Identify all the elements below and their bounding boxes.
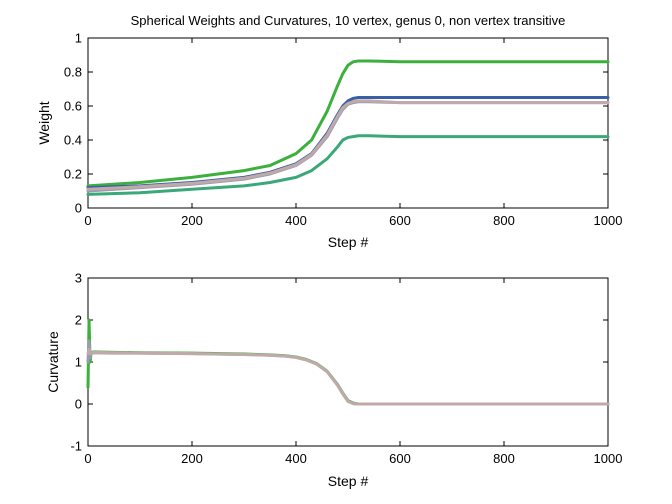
weight-x-tick-label: 200 — [181, 213, 203, 228]
weight-y-tick-label: 0.4 — [64, 133, 82, 148]
weight-x-tick-label: 600 — [389, 213, 411, 228]
weight-x-tick-label: 800 — [493, 213, 515, 228]
curvature-x-tick-label: 200 — [181, 451, 203, 466]
weight-series-line-1 — [86, 59, 610, 188]
weight-series-line-4 — [86, 99, 610, 191]
curvature-y-axis-label: Curvature — [45, 331, 61, 393]
curvature-x-tick-label: 400 — [285, 451, 307, 466]
curvature-x-tick-label: 800 — [493, 451, 515, 466]
curvature-x-axis-label: Step # — [328, 473, 369, 489]
curvature-series-line-3 — [86, 347, 610, 406]
weight-y-tick-label: 0.8 — [64, 65, 82, 80]
weight-y-tick-label: 0.2 — [64, 167, 82, 182]
curvature-y-tick-label: 2 — [75, 313, 82, 328]
curvature-series-group — [86, 318, 610, 406]
weight-x-axis-label: Step # — [328, 234, 369, 250]
weight-x-tick-label: 1000 — [594, 213, 623, 228]
weight-x-tick-label: 400 — [285, 213, 307, 228]
weight-axes: 0 200 400 600 800 1000 0 0.2 0.4 0.6 0.8 1 Spherica… — [36, 13, 622, 250]
chart-title: Spherical Weights and Curvatures, 10 ver… — [131, 13, 566, 28]
weight-ticks: 0 200 400 600 800 1000 0 0.2 0.4 0.6 0.8 1 — [64, 31, 623, 229]
curvature-x-tick-label: 600 — [389, 451, 411, 466]
curvature-plot-area — [87, 277, 609, 447]
weight-series-line-5 — [86, 134, 610, 196]
curvature-y-tick-label: 0 — [75, 397, 82, 412]
weight-y-tick-label: 0.6 — [64, 99, 82, 114]
curvature-x-tick-label: 1000 — [594, 451, 623, 466]
weight-y-tick-label: 1 — [75, 31, 82, 46]
weight-x-tick-label: 0 — [84, 213, 91, 228]
weight-series-group — [86, 59, 610, 196]
curvature-x-tick-label: 0 — [84, 451, 91, 466]
curvature-y-tick-label: 1 — [75, 355, 82, 370]
weight-y-axis-label: Weight — [36, 101, 52, 144]
weight-y-tick-label: 0 — [75, 201, 82, 216]
curvature-y-tick-label: -1 — [70, 439, 82, 454]
curvature-y-tick-label: 3 — [75, 271, 82, 286]
